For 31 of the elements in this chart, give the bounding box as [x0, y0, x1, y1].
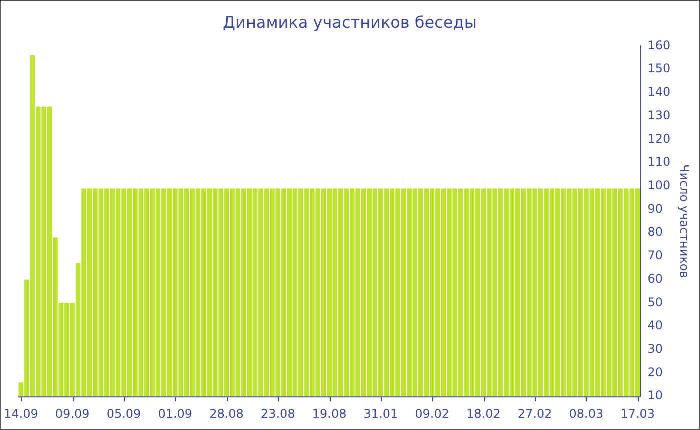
y-tick-label: 70 — [648, 248, 663, 263]
x-tick-label: 19.08 — [312, 406, 347, 421]
x-tick-label: 08.03 — [569, 406, 604, 421]
y-tick-label: 150 — [648, 62, 671, 76]
x-tick-label: 23.08 — [260, 406, 296, 421]
x-tick-label: 09.09 — [55, 406, 90, 421]
x-tick-label: 18.02 — [466, 406, 501, 421]
y-axis-title: Число участников — [678, 164, 692, 278]
y-tick-label: 120 — [648, 132, 671, 146]
y-tick-label: 30 — [648, 342, 663, 356]
y-tick-label: 20 — [648, 365, 663, 380]
y-tick-label: 110 — [648, 155, 671, 170]
x-tick-label: 01.09 — [158, 406, 193, 421]
x-tick-label: 09.02 — [415, 406, 450, 421]
x-tick-label: 17.03 — [620, 406, 656, 421]
y-tick-label: 50 — [648, 295, 663, 310]
y-tick-label: 160 — [648, 38, 671, 52]
chart-title: Динамика участников беседы — [222, 13, 478, 32]
y-tick-label: 10 — [648, 388, 663, 403]
y-tick-label: 40 — [648, 318, 663, 333]
x-tick-label: 14.09 — [4, 406, 38, 421]
y-tick-label: 80 — [648, 225, 663, 240]
x-tick-label: 05.09 — [106, 406, 142, 421]
y-tick-label: 90 — [648, 202, 663, 216]
y-tick-label: 130 — [648, 108, 671, 122]
y-tick-label: 140 — [648, 85, 671, 100]
x-tick-label: 28.08 — [210, 406, 244, 421]
y-tick-label: 60 — [648, 272, 663, 286]
x-tick-label: 27.02 — [518, 406, 552, 421]
y-tick-label: 100 — [648, 178, 671, 192]
x-tick-label: 31.01 — [364, 406, 398, 421]
